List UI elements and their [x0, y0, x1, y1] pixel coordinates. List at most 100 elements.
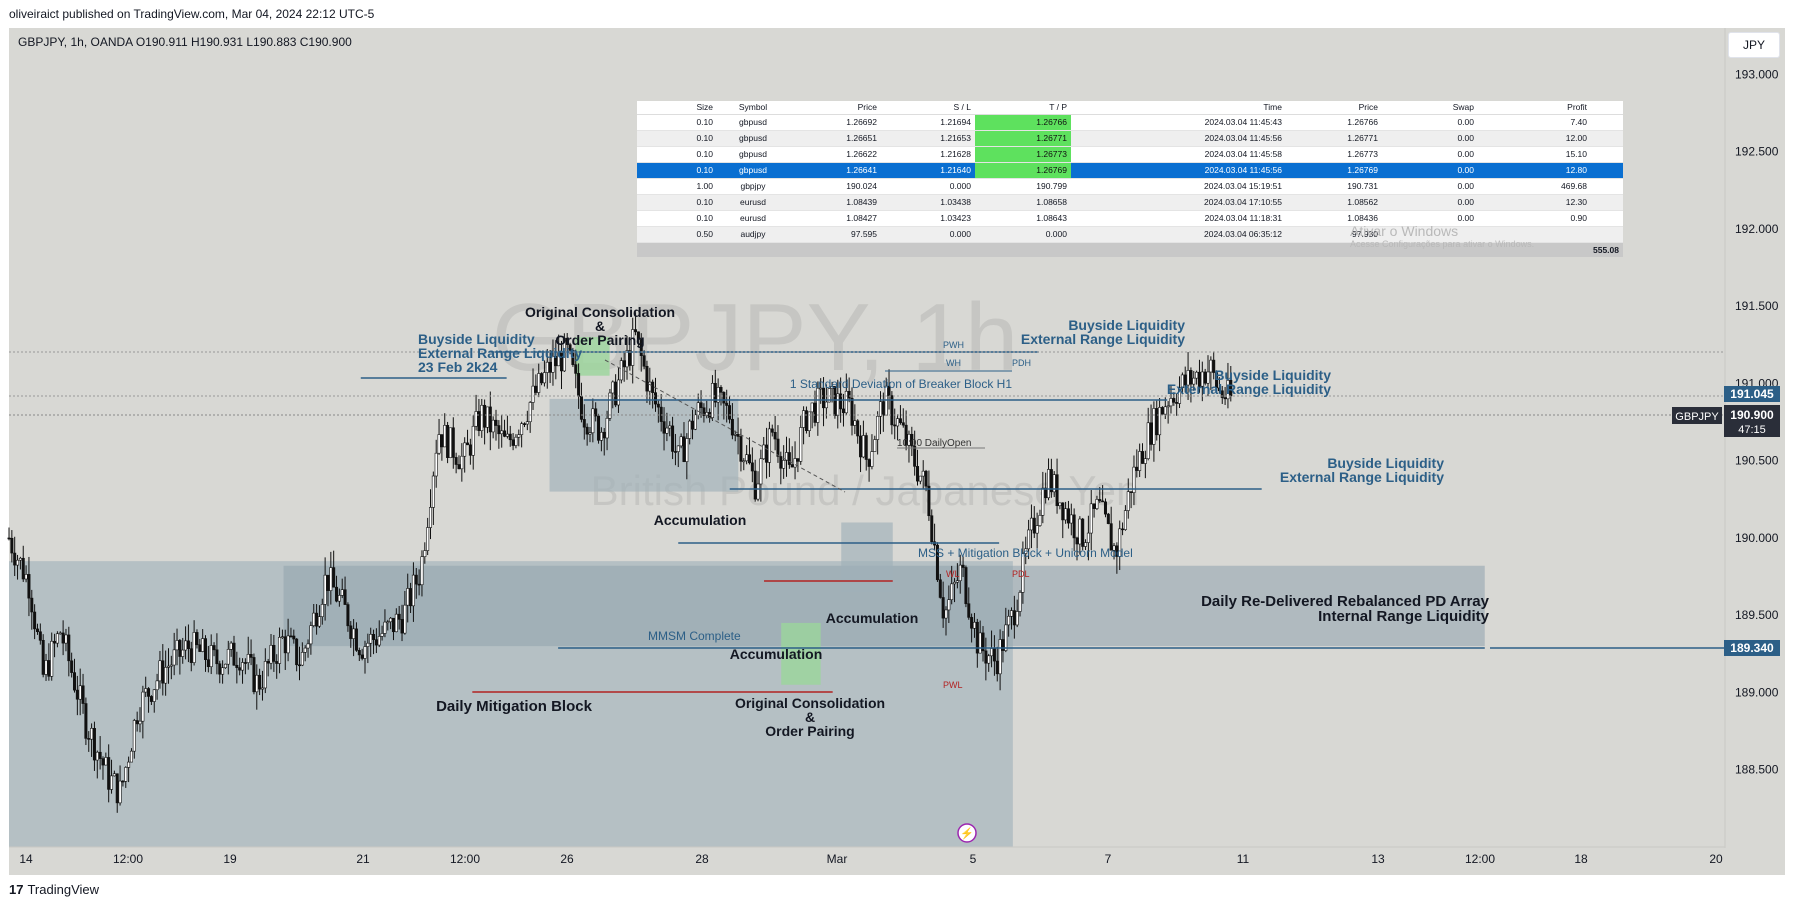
candle-body [773, 431, 777, 440]
candle-body [1027, 529, 1031, 550]
symbol-tag-text: GBPJPY [1675, 411, 1719, 423]
candle-body [497, 425, 501, 435]
candle-body [38, 631, 42, 641]
candle-body [796, 458, 800, 462]
candle-body [1041, 487, 1045, 516]
candle-body [554, 356, 558, 367]
candle-body [987, 655, 991, 664]
table-row[interactable]: 1.00 gbpjpy 190.024 0.000 190.799 2024.03.04 … [637, 179, 1623, 195]
candle-body [50, 640, 54, 677]
orig-consol-top-2: & [595, 318, 605, 334]
candle-body [463, 442, 467, 457]
candle-body [978, 632, 982, 654]
candle-body [1066, 508, 1070, 524]
table-cell: 2024.03.04 11:45:56 [1204, 165, 1282, 175]
pdl-label: PDL [1012, 569, 1030, 579]
candle-body [155, 680, 159, 691]
candle-body [1212, 359, 1216, 373]
candle-body [1186, 370, 1190, 386]
candle-body [1118, 528, 1122, 557]
candle-body [839, 393, 843, 410]
table-row[interactable]: 0.10 gbpusd 1.26622 1.21628 1.26773 2024.03.0… [637, 147, 1623, 163]
candle-body [597, 415, 601, 441]
time-tick: 11 [1237, 852, 1250, 866]
candle-body [289, 635, 293, 638]
table-row[interactable]: 0.50 audjpy 97.595 0.000 0.000 2024.03.04 06:… [637, 227, 1623, 243]
accumulation-3: Accumulation [730, 646, 823, 662]
candle-body [619, 360, 623, 381]
positions-header: Size Symbol Price S / L T / P Time Price Swap Pr… [637, 101, 1623, 115]
candle-body [354, 628, 358, 651]
orig-consol-top-1: Original Consolidation [525, 304, 675, 320]
candle-body [1172, 398, 1176, 403]
table-cell: 0.10 [696, 213, 713, 223]
candle-body [628, 350, 632, 366]
candle-body [232, 642, 236, 666]
table-row[interactable]: 0.10 eurusd 1.08439 1.03438 1.08658 2024.03.0… [637, 195, 1623, 211]
candle-body [964, 567, 968, 605]
currency-button[interactable]: JPY [1728, 32, 1780, 58]
table-cell: 1.26769 [1347, 165, 1378, 175]
table-cell: 0.00 [1457, 213, 1474, 223]
candle-body [656, 403, 660, 408]
table-cell: 190.024 [846, 181, 877, 191]
candle-body [132, 720, 136, 752]
candle-body [181, 649, 185, 657]
candle-body [691, 420, 695, 430]
table-row[interactable]: 0.10 eurusd 1.08427 1.03423 1.08643 2024.03.0… [637, 211, 1623, 227]
table-row[interactable]: 0.10 gbpusd 1.26692 1.21694 1.26766 2024.03.0… [637, 115, 1623, 131]
candle-body [129, 750, 133, 763]
candle-body [759, 458, 763, 485]
table-cell: 2024.03.04 06:35:12 [1204, 229, 1282, 239]
candle-body [1095, 499, 1099, 509]
candle-body [545, 361, 549, 373]
candle-body [503, 430, 507, 437]
candle-body [326, 574, 330, 591]
candle-body [186, 640, 190, 649]
candle-body [483, 404, 487, 428]
candle-body [1203, 371, 1207, 384]
candle-body [867, 459, 871, 467]
positions-total: 555.08 [1593, 245, 1619, 255]
candle-body [349, 625, 353, 639]
price-tick: 190.500 [1735, 454, 1779, 468]
wh-label: WH [946, 358, 961, 368]
candle-body [212, 645, 216, 651]
candle-body [380, 633, 384, 637]
bsl-left-3: 23 Feb 2k24 [418, 359, 498, 375]
candle-body [440, 434, 444, 448]
candle-body [292, 635, 296, 640]
candle-body [1223, 397, 1227, 400]
candle-body [175, 640, 179, 651]
candle-body [429, 507, 433, 528]
table-cell: gbpusd [739, 149, 767, 159]
candle-body [363, 646, 367, 659]
candle-body [753, 470, 757, 500]
candle-body [844, 390, 848, 414]
table-row[interactable]: 0.10 gbpusd 1.26641 1.21640 1.26769 2024.03.0… [637, 163, 1623, 179]
candle-body [605, 417, 609, 439]
trend-line [604, 359, 846, 493]
candle-body [198, 644, 202, 652]
candle-body [18, 557, 22, 561]
table-cell: 1.21694 [940, 117, 971, 127]
candle-body [44, 660, 48, 675]
positions-table: Size Symbol Price S / L T / P Time Price Swap Pr… [637, 101, 1623, 257]
candle-body [1200, 371, 1204, 387]
candle-body [377, 636, 381, 646]
candle-body [859, 435, 863, 458]
price-tick: 192.500 [1735, 145, 1779, 159]
table-cell: 0.10 [696, 117, 713, 127]
candle-body [898, 418, 902, 423]
table-row[interactable]: 0.10 gbpusd 1.26651 1.21653 1.26771 2024.03.0… [637, 131, 1623, 147]
candle-body [1155, 408, 1159, 436]
candle-body [560, 352, 564, 372]
candle-body [343, 589, 347, 605]
positions-total-row: 555.08 [637, 243, 1623, 257]
candle-body [984, 650, 988, 664]
table-cell: 12.00 [1565, 133, 1587, 143]
candle-body [335, 586, 339, 602]
candle-body [124, 767, 128, 782]
accumulation-2: Accumulation [826, 610, 919, 626]
